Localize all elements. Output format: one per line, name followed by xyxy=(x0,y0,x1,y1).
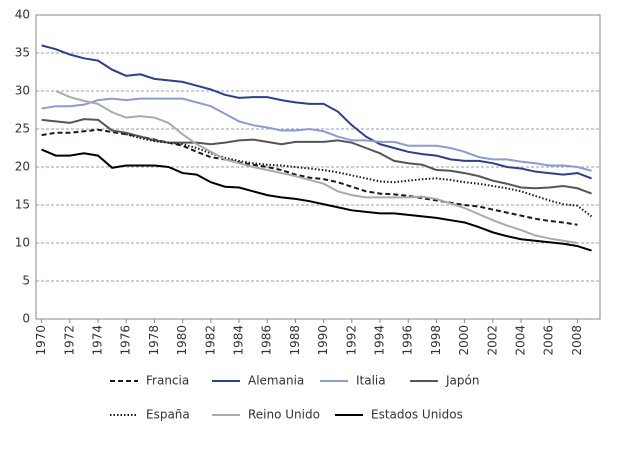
x-tick-label: 2006 xyxy=(542,325,556,356)
y-tick-label: 5 xyxy=(22,274,30,288)
x-tick-label: 2008 xyxy=(570,325,584,356)
legend-label: Italia xyxy=(356,374,386,388)
x-tick-label: 1970 xyxy=(34,325,48,356)
legend-label: Francia xyxy=(146,374,189,388)
x-tick-label: 1974 xyxy=(91,325,105,356)
x-tick-label: 1994 xyxy=(373,325,387,356)
plot-frame xyxy=(35,14,601,320)
y-tick-label: 35 xyxy=(15,46,30,60)
y-tick-label: 10 xyxy=(15,236,30,250)
x-tick-label: 1992 xyxy=(344,325,358,356)
y-tick-label: 0 xyxy=(22,312,30,326)
series-line xyxy=(41,118,592,195)
x-tick-label: 1988 xyxy=(288,325,302,356)
x-tick-label: 1998 xyxy=(429,325,443,356)
y-tick-label: 40 xyxy=(15,8,30,22)
x-tick-label: 1996 xyxy=(401,325,415,356)
legend-label: Alemania xyxy=(248,374,304,388)
series-line xyxy=(55,90,578,244)
x-tick-label: 1990 xyxy=(316,325,330,356)
x-tick-label: 1986 xyxy=(260,325,274,356)
x-tick-label: 1976 xyxy=(119,325,133,356)
legend-label: Reino Unido xyxy=(248,408,320,422)
series-line xyxy=(41,128,578,226)
series-line xyxy=(41,44,592,180)
legend-label: España xyxy=(146,408,190,422)
x-tick-label: 1978 xyxy=(147,325,161,356)
y-tick-label: 25 xyxy=(15,122,30,136)
x-tick-label: 1982 xyxy=(203,325,217,356)
x-tick-label: 1980 xyxy=(175,325,189,356)
legend-label: Estados Unidos xyxy=(371,408,463,422)
x-tick-label: 2000 xyxy=(457,325,471,356)
series-line xyxy=(41,148,592,252)
legend-label: Japón xyxy=(445,374,479,388)
y-tick-label: 20 xyxy=(15,160,30,174)
x-tick-label: 2004 xyxy=(514,325,528,356)
x-tick-label: 1972 xyxy=(62,325,76,356)
x-tick-label: 2002 xyxy=(485,325,499,356)
series-line xyxy=(41,97,592,172)
x-tick-label: 1984 xyxy=(232,325,246,356)
y-tick-label: 15 xyxy=(15,198,30,212)
y-tick-label: 30 xyxy=(15,84,30,98)
